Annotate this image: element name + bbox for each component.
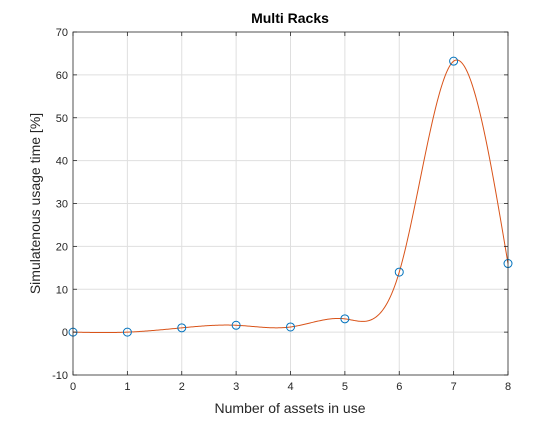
x-axis-title: Number of assets in use: [215, 400, 366, 416]
x-tick-label: 2: [179, 381, 185, 393]
interpolated-curve: [72, 59, 509, 334]
x-tick-label: 1: [124, 381, 130, 393]
data-point-marker: [449, 56, 459, 66]
y-tick-label: 50: [56, 113, 68, 125]
data-point-marker: [286, 322, 295, 332]
x-tick-label: 8: [505, 381, 511, 393]
y-tick-label: 30: [56, 199, 68, 211]
x-tick-label: 7: [451, 381, 457, 393]
data-point-marker: [231, 320, 241, 330]
y-tick-label: 70: [56, 27, 68, 39]
x-tick-label: 5: [342, 381, 348, 393]
x-tick-label: 0: [70, 381, 76, 393]
y-tick-label: -10: [52, 370, 68, 382]
y-tick-label: 20: [56, 241, 68, 253]
data-point-marker: [177, 323, 187, 333]
x-tick-label: 4: [287, 381, 293, 393]
y-tick-label: 60: [56, 70, 68, 82]
y-tick-label: 40: [56, 156, 68, 168]
chart-title: Multi Racks: [251, 10, 329, 26]
y-tick-label: 0: [62, 327, 68, 339]
y-tick-label: 10: [56, 284, 68, 296]
data-point-marker: [340, 314, 350, 324]
x-tick-label: 6: [396, 381, 402, 393]
y-axis-title: Simulatenous usage time [%]: [27, 113, 43, 294]
series-curve-line: [72, 59, 509, 334]
data-point-marker: [122, 327, 132, 337]
grid: [73, 32, 508, 375]
data-point-marker: [394, 267, 404, 277]
x-tick-label: 3: [233, 381, 239, 393]
data-markers: [68, 56, 513, 337]
